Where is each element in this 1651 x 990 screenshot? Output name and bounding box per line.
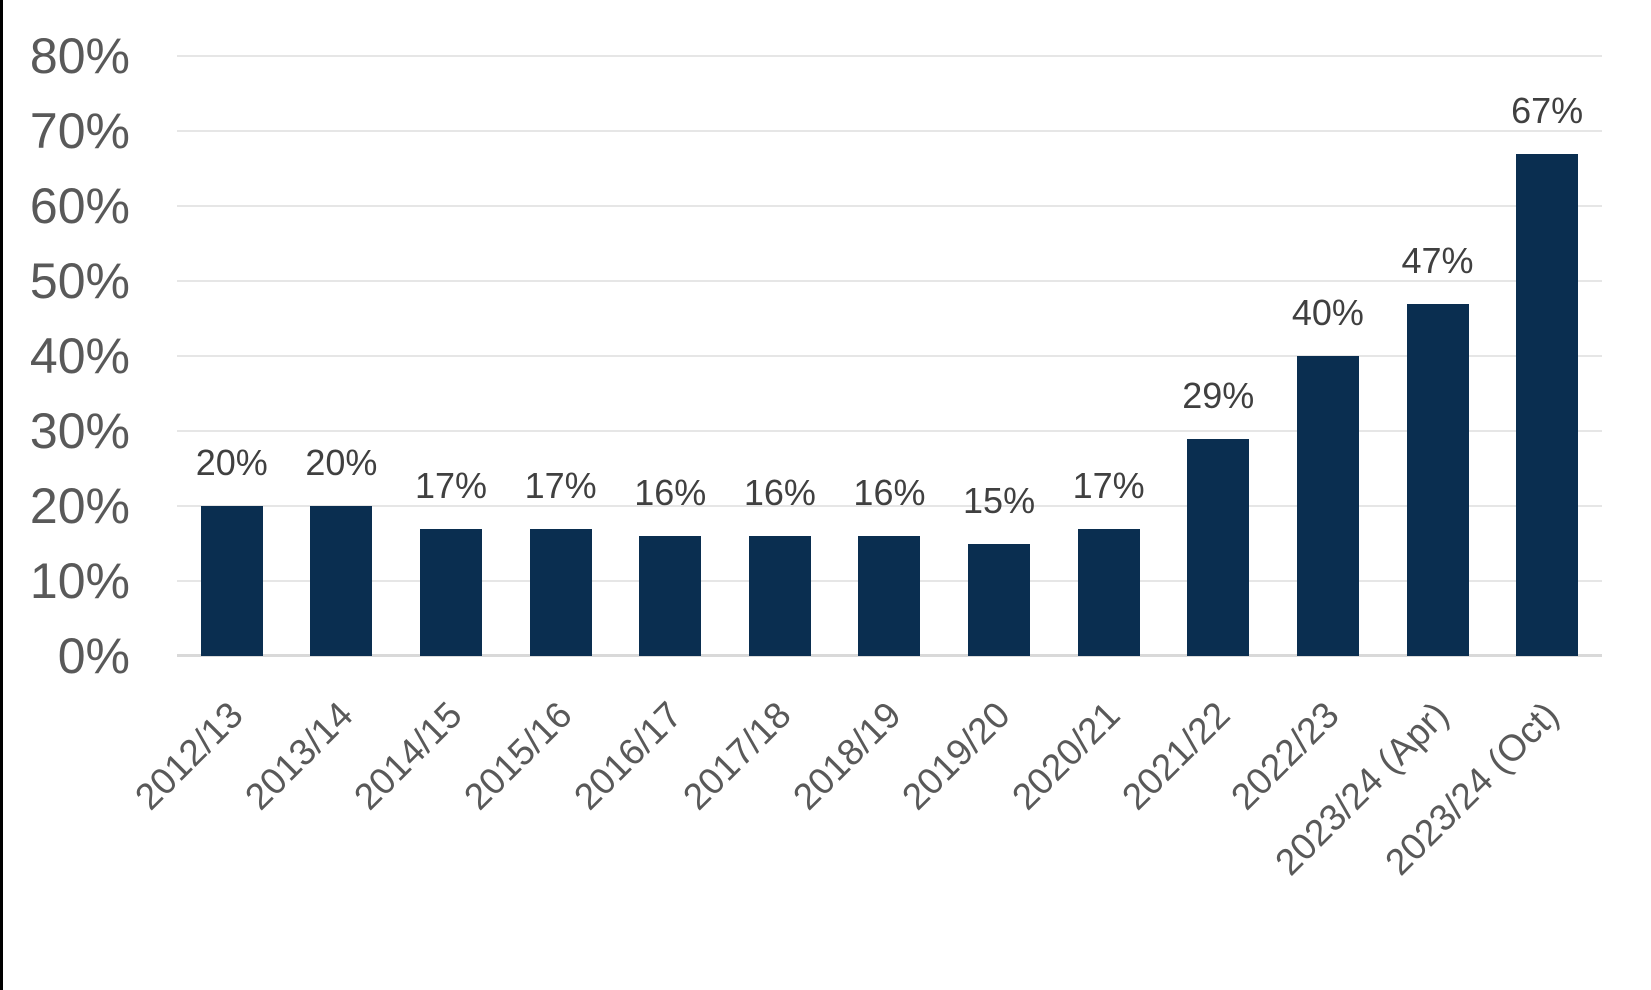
y-tick-label: 0% [57, 628, 130, 684]
bar-slot-2019/20: 15% [944, 56, 1054, 656]
y-tick-label: 80% [29, 28, 130, 84]
bar [1296, 356, 1359, 656]
x-tick-label: 2013/14 [236, 694, 361, 818]
x-tick-label: 2021/22 [1113, 694, 1238, 818]
x-tick-label: 2017/18 [675, 694, 799, 818]
data-label: 47% [1401, 239, 1474, 281]
data-label: 20% [305, 442, 378, 483]
bar-slot-2017/18: 16% [725, 56, 835, 656]
y-tick-label: 50% [29, 253, 130, 309]
bar [748, 536, 811, 656]
bar-slot-2021/22: 29% [1163, 56, 1273, 656]
bar [1516, 153, 1579, 656]
x-tick-label: 2018/19 [784, 694, 909, 818]
gridline-40% [177, 355, 1602, 357]
y-axis: 0% 10% 20% 30% 40% 50% 60% 70% 80% [0, 28, 140, 684]
data-label: 16% [853, 472, 926, 513]
data-label: 17% [524, 464, 597, 506]
y-tick-label: 30% [29, 403, 130, 459]
left-edge-line [0, 0, 3, 990]
x-tick-label: 2015/16 [456, 694, 580, 818]
gridline-80% [177, 55, 1602, 57]
data-label: 29% [1182, 374, 1255, 416]
gridline-50% [177, 280, 1602, 282]
bar-slot-2016/17: 16% [615, 56, 725, 656]
bar-slot-2023/24 (Oct): 67% [1492, 56, 1602, 656]
bar [1187, 438, 1250, 656]
data-label: 67% [1511, 89, 1584, 131]
bar [420, 528, 483, 656]
data-label: 17% [1072, 464, 1145, 506]
bar [1406, 303, 1469, 656]
bar [1077, 528, 1140, 656]
x-tick-label: 2014/15 [346, 694, 471, 818]
gridline-60% [177, 205, 1602, 207]
data-label: 20% [195, 442, 268, 483]
bar [858, 536, 921, 656]
data-label: 15% [963, 479, 1036, 521]
bar [639, 536, 702, 656]
bar-slot-2013/14: 20% [287, 56, 397, 656]
x-tick-label: 2012/13 [127, 694, 251, 818]
bar-series: 20% 20% 17% 17% 16% 16% 16% 15% 17% 29% 40% 47% 67% [177, 56, 1602, 656]
x-axis: 2012/13 2013/14 2014/15 2015/16 2016/17 2017/… [127, 656, 1602, 990]
bar-slot-2014/15: 17% [396, 56, 506, 656]
bar-slot-2015/16: 17% [506, 56, 616, 656]
y-tick-label: 60% [29, 178, 130, 234]
bar [200, 506, 263, 656]
data-label: 16% [634, 472, 707, 513]
gridline-20% [177, 505, 1602, 507]
gridline-70% [177, 130, 1602, 132]
bar [968, 543, 1031, 656]
y-tick-label: 40% [29, 328, 130, 384]
data-label: 40% [1291, 292, 1364, 333]
data-label: 17% [414, 464, 488, 506]
bar-slot-2018/19: 16% [835, 56, 945, 656]
x-tick-label: 2016/17 [565, 694, 690, 818]
bar [310, 506, 373, 656]
data-label: 16% [743, 472, 816, 513]
gridline-30% [177, 430, 1602, 432]
bar [529, 528, 592, 656]
x-tick-label: 2020/21 [1004, 694, 1128, 818]
bar-slot-2023/24 (Apr): 47% [1383, 56, 1493, 656]
y-tick-label: 70% [29, 103, 130, 159]
bar-slot-2020/21: 17% [1054, 56, 1164, 656]
bar-slot-2022/23: 40% [1273, 56, 1383, 656]
y-tick-label: 10% [29, 553, 130, 609]
bar-slot-2012/13: 20% [177, 56, 287, 656]
y-tick-label: 20% [29, 478, 130, 534]
x-tick-label: 2019/20 [894, 694, 1019, 818]
plot-area: 20% 20% 17% 17% 16% 16% 16% 15% 17% 29% 40% 47% 67% [177, 55, 1602, 657]
